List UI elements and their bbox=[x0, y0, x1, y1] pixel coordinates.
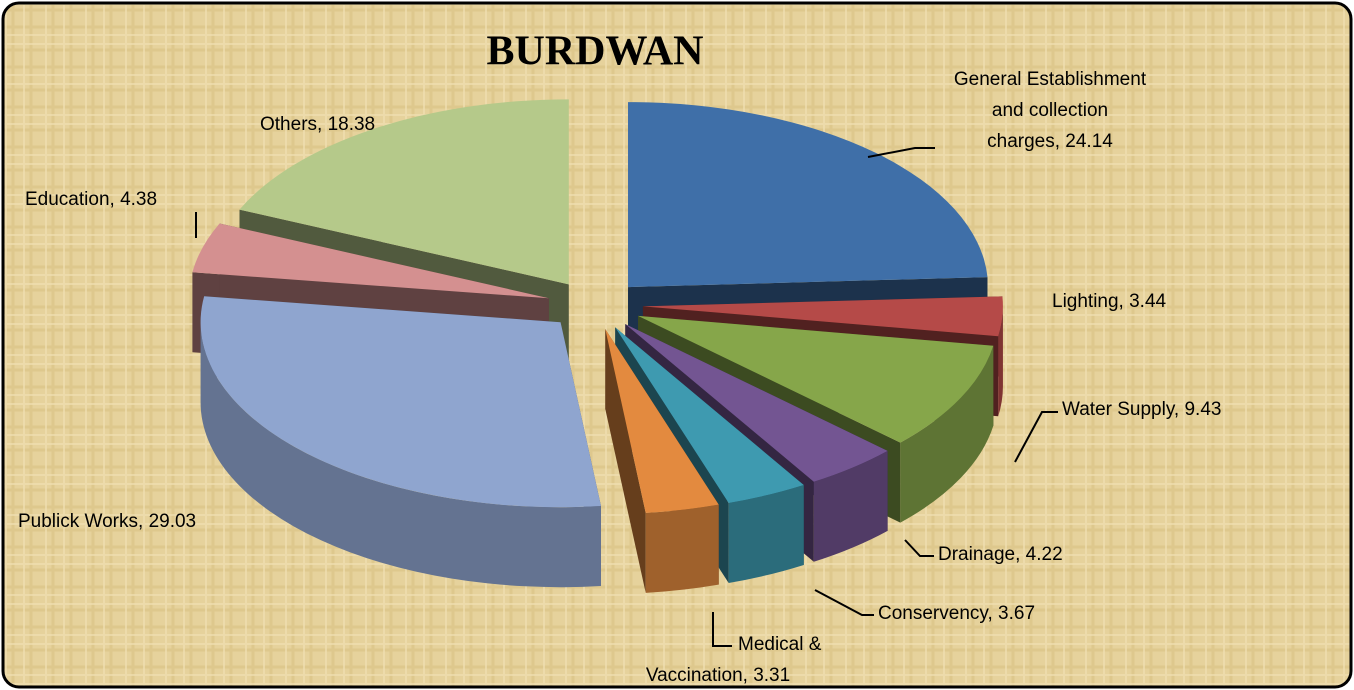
data-label: Others, 18.38 bbox=[260, 114, 375, 135]
slice bbox=[625, 324, 888, 482]
slice-wall bbox=[200, 322, 601, 588]
data-label: Vaccination, 3.31 bbox=[646, 665, 790, 686]
slice-wall bbox=[900, 345, 994, 523]
data-label: Conservency, 3.67 bbox=[878, 603, 1035, 624]
data-label: Education, 4.38 bbox=[25, 189, 157, 210]
pie bbox=[192, 99, 1003, 593]
data-label: Publick Works, 29.03 bbox=[18, 511, 196, 532]
slice-wall bbox=[728, 484, 804, 583]
data-label: charges, 24.14 bbox=[987, 131, 1113, 152]
slice bbox=[642, 296, 1003, 337]
chart-title: BURDWAN bbox=[486, 29, 703, 75]
slice bbox=[200, 296, 601, 508]
leader-line bbox=[814, 589, 874, 616]
data-label: and collection bbox=[992, 100, 1108, 121]
slice-side bbox=[605, 329, 646, 593]
data-label: Medical & bbox=[738, 634, 822, 655]
slice-wall bbox=[998, 306, 1003, 417]
labels: General Establishment and collection charg… bbox=[18, 69, 1221, 686]
slice bbox=[628, 102, 988, 288]
data-label: Water Supply, 9.43 bbox=[1062, 399, 1221, 420]
slice bbox=[605, 329, 719, 513]
data-label: Drainage, 4.22 bbox=[938, 544, 1063, 565]
slice-group bbox=[200, 296, 601, 588]
data-label: Lighting, 3.44 bbox=[1052, 291, 1167, 312]
slice-wall bbox=[813, 450, 888, 562]
slice bbox=[239, 99, 569, 285]
leader-line bbox=[712, 612, 732, 647]
leader-line bbox=[904, 539, 934, 557]
slice-wall bbox=[645, 504, 719, 593]
slice-group bbox=[605, 329, 719, 593]
slice bbox=[638, 315, 994, 443]
data-label: General Establishment bbox=[954, 69, 1147, 90]
slice bbox=[192, 223, 549, 299]
leader-line bbox=[867, 147, 935, 158]
leader-line bbox=[1014, 411, 1058, 463]
slice bbox=[615, 327, 804, 503]
